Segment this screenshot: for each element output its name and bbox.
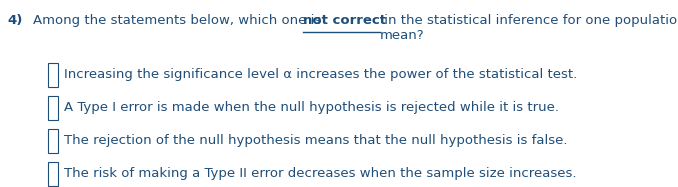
FancyBboxPatch shape [47, 162, 58, 186]
FancyBboxPatch shape [47, 63, 58, 87]
FancyBboxPatch shape [47, 129, 58, 153]
Text: 4): 4) [7, 14, 22, 27]
Text: Among the statements below, which one is: Among the statements below, which one is [33, 14, 325, 27]
Text: A Type I error is made when the null hypothesis is rejected while it is true.: A Type I error is made when the null hyp… [64, 101, 559, 114]
FancyBboxPatch shape [47, 96, 58, 120]
Text: Increasing the significance level α increases the power of the statistical test.: Increasing the significance level α incr… [64, 68, 578, 81]
Text: The rejection of the null hypothesis means that the null hypothesis is false.: The rejection of the null hypothesis mea… [64, 134, 568, 147]
Text: not correct: not correct [303, 14, 386, 27]
Text: The risk of making a Type II error decreases when the sample size increases.: The risk of making a Type II error decre… [64, 167, 577, 180]
Text: in the statistical inference for one population
mean?: in the statistical inference for one pop… [380, 14, 678, 42]
